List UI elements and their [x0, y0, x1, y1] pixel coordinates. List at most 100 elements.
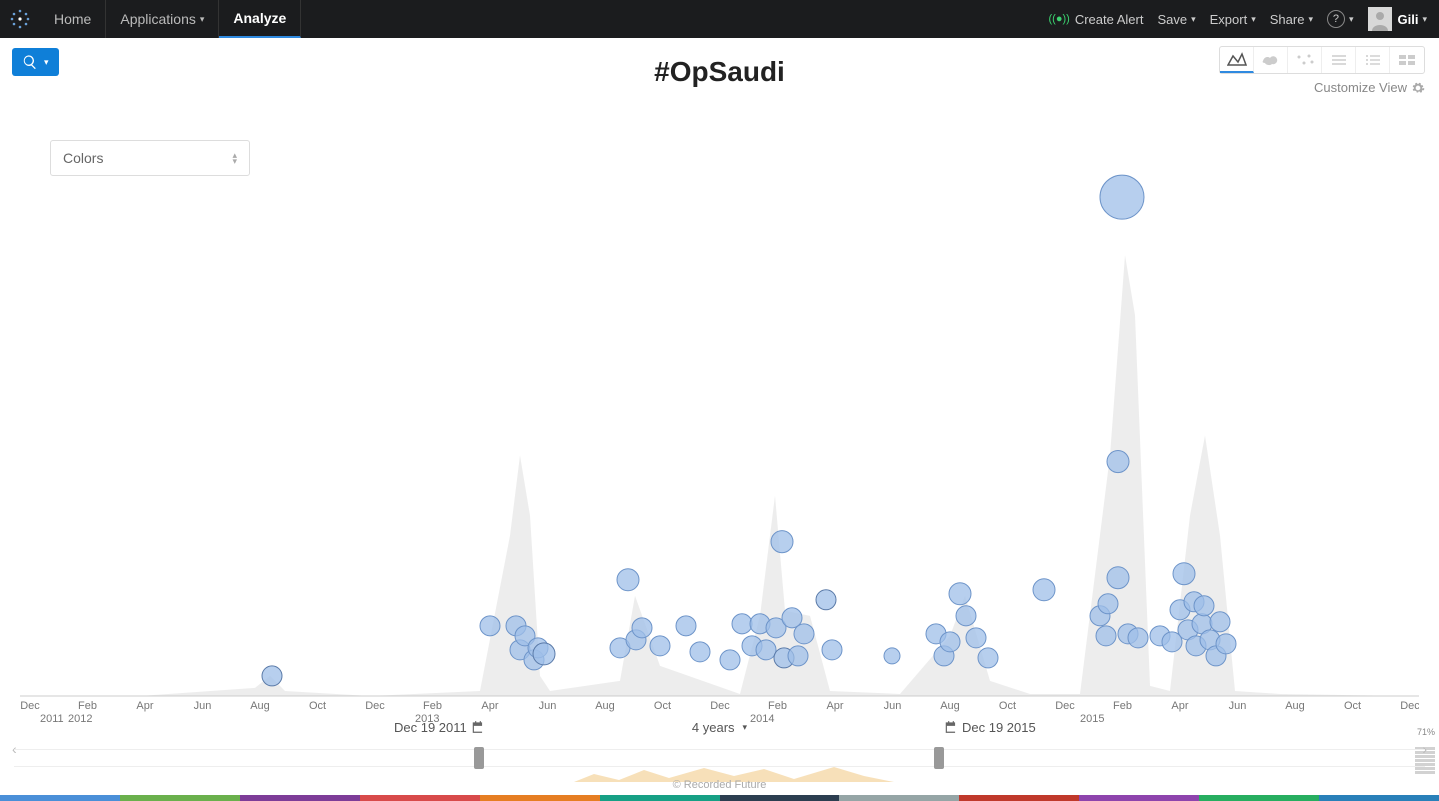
- chart-bubble[interactable]: [884, 648, 900, 664]
- logo[interactable]: [0, 0, 40, 38]
- save-menu[interactable]: Save ▾: [1157, 12, 1195, 27]
- brush-handle-left[interactable]: [474, 747, 484, 769]
- end-date-label: Dec 19 2015: [962, 720, 1036, 735]
- chart-bubble[interactable]: [966, 628, 986, 648]
- broadcast-icon: ((●)): [1049, 13, 1070, 25]
- save-label: Save: [1157, 12, 1187, 27]
- export-menu[interactable]: Export▾: [1210, 12, 1256, 27]
- page-title: #OpSaudi: [654, 56, 785, 88]
- chart-bubble[interactable]: [617, 569, 639, 591]
- search-button[interactable]: ▾: [12, 48, 59, 76]
- grid-icon: [1397, 53, 1417, 67]
- chart-bubble[interactable]: [788, 646, 808, 666]
- top-nav: Home Applications▾ Analyze ((●)) Create A…: [0, 0, 1439, 38]
- export-label: Export: [1210, 12, 1248, 27]
- nav-analyze[interactable]: Analyze: [219, 0, 301, 38]
- x-axis-month-label: Jun: [539, 700, 557, 712]
- chevron-down-icon: ▾: [44, 57, 49, 68]
- chart-bubble[interactable]: [533, 643, 555, 665]
- customize-label: Customize View: [1314, 80, 1407, 95]
- x-axis-month-label: Feb: [423, 700, 442, 712]
- x-axis-month-label: Dec: [365, 700, 385, 712]
- world-map-icon: [1261, 53, 1281, 67]
- x-axis-month-label: Apr: [136, 700, 153, 712]
- calendar-icon: [944, 720, 958, 734]
- x-axis-year-label: 2012: [68, 713, 92, 725]
- brush-end-date[interactable]: Dec 19 2015: [944, 720, 1036, 735]
- nav-right: ((●))Create Alert Save▾ Export▾ Share▾ ?…: [1049, 7, 1439, 31]
- view-timeline-button[interactable]: [1220, 47, 1254, 73]
- brush-range-selector[interactable]: 4 years ▾: [692, 720, 747, 735]
- x-axis-month-label: Feb: [768, 700, 787, 712]
- chart-bubble[interactable]: [756, 640, 776, 660]
- chart-bubble[interactable]: [822, 640, 842, 660]
- chart-bubble[interactable]: [676, 616, 696, 636]
- chart-bubble[interactable]: [1100, 175, 1144, 219]
- chart-bubble[interactable]: [978, 648, 998, 668]
- chart-bubble[interactable]: [956, 606, 976, 626]
- chevron-down-icon: ▾: [1422, 14, 1427, 25]
- chart-bubble[interactable]: [1216, 634, 1236, 654]
- share-menu[interactable]: Share▾: [1270, 12, 1313, 27]
- chart-bubble[interactable]: [720, 650, 740, 670]
- chart-bubble[interactable]: [632, 618, 652, 638]
- chart-bubble[interactable]: [732, 614, 752, 634]
- timeline-chart: DecFebAprJunAugOctDecFebAprJunAugOctDecF…: [20, 135, 1419, 726]
- chart-bubble[interactable]: [794, 624, 814, 644]
- x-axis-month-label: Dec: [20, 700, 40, 712]
- nav-home[interactable]: Home: [40, 0, 106, 38]
- create-alert-button[interactable]: ((●)) Create Alert: [1049, 12, 1144, 27]
- chart-bubble[interactable]: [1098, 594, 1118, 614]
- user-menu[interactable]: Gili▾: [1368, 7, 1427, 31]
- brush-start-date[interactable]: Dec 19 2011: [394, 720, 485, 735]
- list-icon: [1363, 53, 1383, 67]
- chart-bubble[interactable]: [1033, 579, 1055, 601]
- x-axis-month-label: Oct: [309, 700, 326, 712]
- x-axis-year-label: 2011: [40, 713, 64, 725]
- view-network-button[interactable]: [1288, 47, 1322, 73]
- footer-copyright: © Recorded Future: [0, 779, 1439, 791]
- chevron-down-icon: ▾: [743, 722, 748, 733]
- chart-bubble[interactable]: [480, 616, 500, 636]
- chevron-down-icon: ▾: [1308, 14, 1313, 25]
- timeline-brush: ‹ Dec 19 2011 4 years ▾ Dec 19 2015 ›: [14, 735, 1425, 771]
- range-label: 4 years: [692, 720, 735, 735]
- chart-bubble[interactable]: [262, 666, 282, 686]
- chart-bubble[interactable]: [1107, 451, 1129, 473]
- brush-track[interactable]: [14, 749, 1425, 767]
- chart-bubble[interactable]: [1194, 596, 1214, 616]
- x-axis-month-label: Apr: [1171, 700, 1188, 712]
- username-label: Gili: [1398, 12, 1419, 27]
- chart-bubble[interactable]: [1107, 567, 1129, 589]
- chart-bubble[interactable]: [1096, 626, 1116, 646]
- customize-view-button[interactable]: Customize View: [1314, 80, 1425, 95]
- chart-bubble[interactable]: [949, 583, 971, 605]
- chart-bubble[interactable]: [771, 531, 793, 553]
- toolbar: ▾ #OpSaudi Customize View: [0, 38, 1439, 108]
- x-axis-month-label: Jun: [884, 700, 902, 712]
- chart-bubble[interactable]: [690, 642, 710, 662]
- x-axis-year-label: 2014: [750, 713, 774, 725]
- network-icon: [1295, 53, 1315, 67]
- help-menu[interactable]: ?▾: [1327, 10, 1354, 28]
- chart-bubble[interactable]: [940, 632, 960, 652]
- x-axis-month-label: Aug: [1285, 700, 1305, 712]
- chevron-down-icon: ▾: [1191, 14, 1196, 25]
- chart-bubble[interactable]: [1210, 612, 1230, 632]
- chart-bubble[interactable]: [1173, 563, 1195, 585]
- nav-applications[interactable]: Applications▾: [106, 0, 219, 38]
- view-map-button[interactable]: [1254, 47, 1288, 73]
- x-axis-month-label: Feb: [1113, 700, 1132, 712]
- view-table-button[interactable]: [1322, 47, 1356, 73]
- create-alert-label: Create Alert: [1075, 12, 1144, 27]
- gear-icon: [1411, 81, 1425, 95]
- view-grid-button[interactable]: [1390, 47, 1424, 73]
- view-list-button[interactable]: [1356, 47, 1390, 73]
- help-icon: ?: [1327, 10, 1345, 28]
- footer-color-bar: [0, 795, 1439, 801]
- chart-bubble[interactable]: [650, 636, 670, 656]
- x-axis-month-label: Jun: [1229, 700, 1247, 712]
- chart-bubble[interactable]: [816, 590, 836, 610]
- brush-handle-right[interactable]: [934, 747, 944, 769]
- chart-bubble[interactable]: [1128, 628, 1148, 648]
